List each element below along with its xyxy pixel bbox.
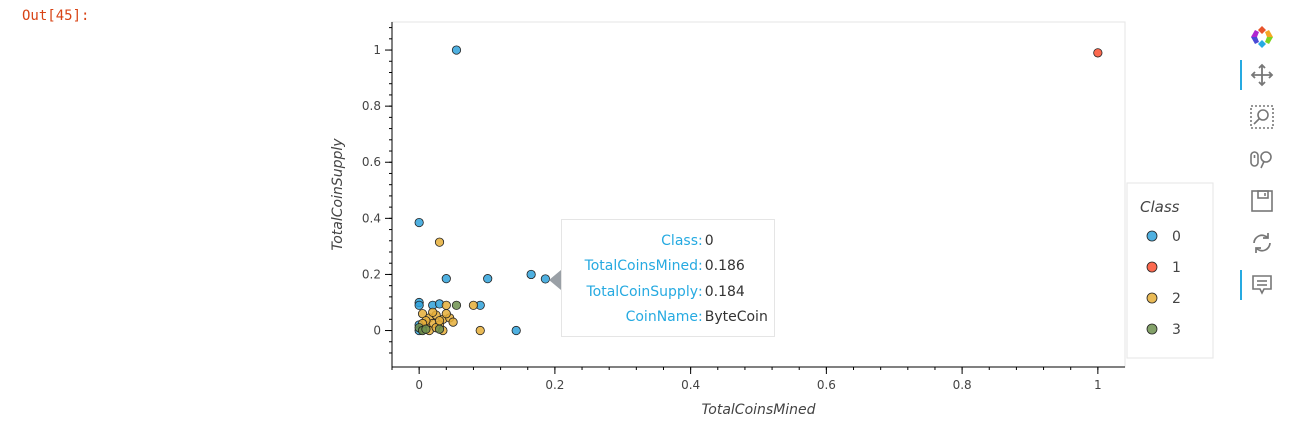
axes: 0 0.2 0.4 0.6 0.8 1 0 0.2 0.4 0.6 0.8 1 TotalCoinsMi… xyxy=(330,22,1125,418)
legend: Class 0 1 2 3 xyxy=(1126,182,1214,359)
tooltip-value: 0.184 xyxy=(704,284,745,300)
data-point-class-0 xyxy=(526,269,536,280)
x-tick-label: 0 xyxy=(415,378,423,392)
plot-toolbar xyxy=(1238,22,1286,322)
data-point-class-2 xyxy=(448,317,458,327)
tooltip-value: 0 xyxy=(704,233,714,249)
tooltip-row-coin-name: CoinName: ByteCoin xyxy=(562,309,774,325)
y-tick-label: 0.6 xyxy=(362,155,381,169)
y-tick-label: 0 xyxy=(373,324,381,338)
bokeh-logo[interactable] xyxy=(1238,22,1286,52)
data-point-class-2 xyxy=(475,325,485,336)
tooltip-arrow xyxy=(549,270,561,290)
output-prompt: Out[45]: xyxy=(22,8,90,24)
save-tool[interactable] xyxy=(1238,186,1286,216)
tooltip-value: ByteCoin xyxy=(704,309,768,325)
data-point-class-3 xyxy=(421,324,431,334)
box-zoom-tool[interactable] xyxy=(1238,102,1286,132)
legend-marker xyxy=(1146,323,1158,335)
y-axis-title: TotalCoinSupply xyxy=(330,138,346,251)
y-tick-label: 0.8 xyxy=(362,99,381,113)
data-point-class-2 xyxy=(441,309,451,319)
data-point-class-2 xyxy=(441,300,451,310)
y-tick-label: 0.4 xyxy=(362,211,381,225)
data-point-class-0 xyxy=(414,217,424,228)
data-point-class-2 xyxy=(434,237,445,247)
reset-tool[interactable] xyxy=(1238,228,1286,258)
legend-title: Class xyxy=(1140,198,1180,216)
hover-tooltip: Class:0 TotalCoinsMined:0.186 TotalCoinS… xyxy=(561,219,775,337)
data-point-class-3 xyxy=(451,300,462,310)
x-axis-title: TotalCoinsMined xyxy=(701,402,815,418)
y-tick-label: 1 xyxy=(373,43,381,57)
hover-icon xyxy=(1252,275,1272,295)
legend-marker xyxy=(1146,292,1158,304)
data-point-class-2 xyxy=(434,316,445,326)
legend-label: 3 xyxy=(1172,322,1181,338)
tooltip-key: TotalCoinsMined xyxy=(584,258,698,274)
data-point-class-2 xyxy=(468,300,479,310)
data-point-class-0 xyxy=(441,274,451,284)
data-point-class-3 xyxy=(434,324,445,334)
x-tick-label: 1 xyxy=(1094,378,1102,392)
y-tick-label: 0.2 xyxy=(362,267,381,281)
data-point-class-0 xyxy=(451,45,462,55)
tooltip-row-total-coin-supply: TotalCoinSupply:0.184 xyxy=(562,284,774,300)
x-tick-label: 0.4 xyxy=(681,378,700,392)
reset-icon xyxy=(1253,233,1271,253)
tooltip-row-total-coins-mined: TotalCoinsMined:0.186 xyxy=(562,258,774,274)
x-tick-label: 0.2 xyxy=(545,378,564,392)
pan-tool[interactable] xyxy=(1238,60,1286,90)
legend-marker xyxy=(1146,230,1158,242)
data-point-class-0 xyxy=(511,325,521,336)
data-points xyxy=(414,45,1103,336)
x-tick-label: 0.6 xyxy=(817,378,836,392)
pan-icon xyxy=(1250,63,1274,87)
wheel-zoom-tool[interactable] xyxy=(1238,144,1286,174)
legend-box xyxy=(1126,182,1214,359)
tooltip-key: CoinName xyxy=(625,309,698,325)
legend-label: 0 xyxy=(1172,229,1181,245)
bokeh-logo-icon xyxy=(1251,26,1273,48)
hover-tool[interactable] xyxy=(1238,270,1286,300)
legend-marker xyxy=(1146,261,1158,273)
tooltip-value: 0.186 xyxy=(704,258,745,274)
x-tick-label: 0.8 xyxy=(953,378,972,392)
save-icon xyxy=(1251,190,1273,212)
data-point-class-2 xyxy=(428,307,438,317)
data-point-class-0 xyxy=(483,274,493,284)
data-point-class-0 xyxy=(414,300,424,310)
legend-label: 2 xyxy=(1172,291,1181,307)
tooltip-key: TotalCoinSupply xyxy=(586,284,698,300)
tooltip-key: Class xyxy=(661,233,698,249)
box-zoom-icon xyxy=(1250,105,1274,129)
tooltip-row-class: Class:0 xyxy=(562,233,774,249)
legend-label: 1 xyxy=(1172,260,1181,276)
wheel-zoom-icon xyxy=(1250,151,1272,169)
data-point-class-1 xyxy=(1093,48,1103,58)
